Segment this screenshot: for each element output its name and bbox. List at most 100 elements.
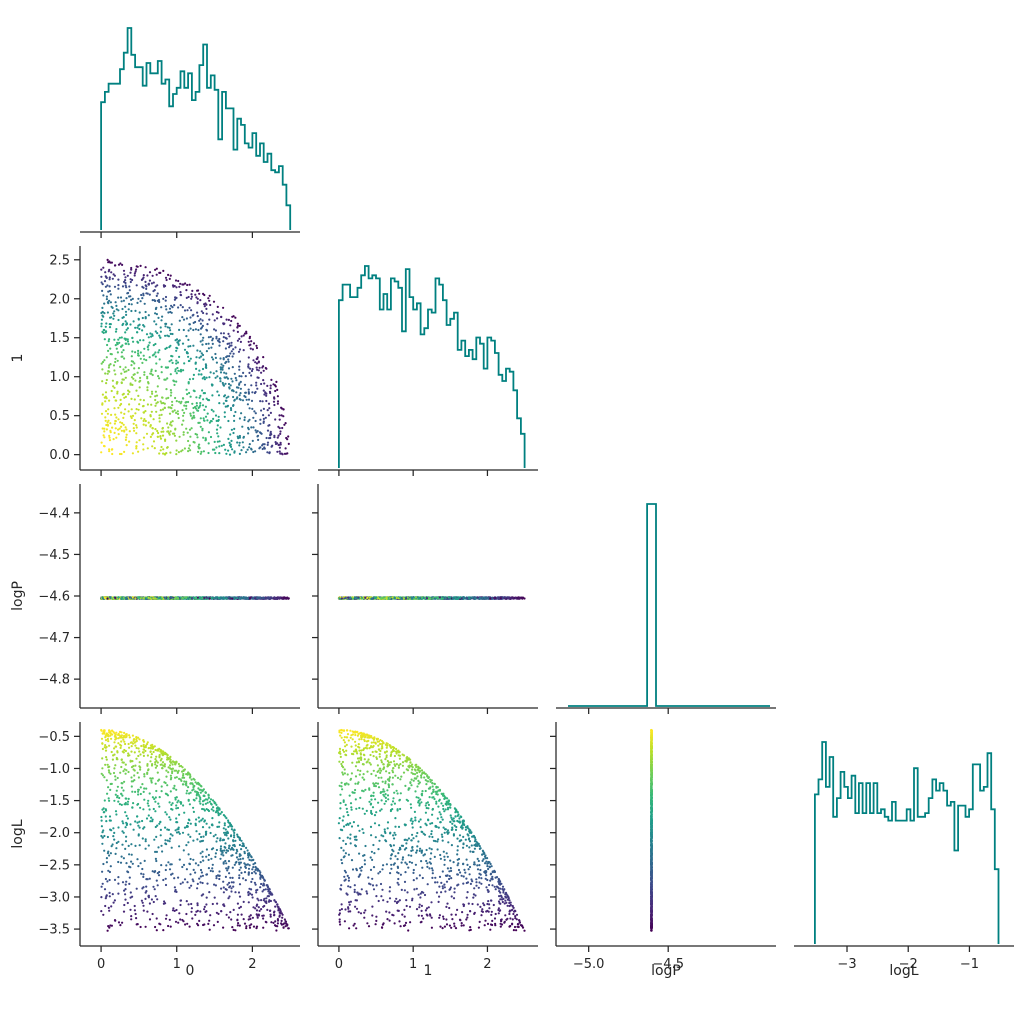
point-1-vs-0 bbox=[108, 436, 111, 439]
point-logL-vs-0 bbox=[190, 778, 193, 781]
point-1-vs-0 bbox=[200, 310, 203, 313]
point-1-vs-0 bbox=[247, 420, 250, 423]
point-logL-vs-0 bbox=[166, 756, 169, 759]
point-logL-vs-0 bbox=[151, 763, 154, 766]
point-1-vs-0 bbox=[227, 419, 230, 423]
point-1-vs-0 bbox=[120, 429, 123, 432]
point-1-vs-0 bbox=[153, 320, 156, 323]
point-logL-vs-0 bbox=[148, 918, 152, 921]
point-1-vs-0 bbox=[199, 425, 202, 428]
point-1-vs-0 bbox=[241, 425, 244, 428]
point-logP-vs-0 bbox=[201, 597, 204, 600]
point-logL-vs-0 bbox=[115, 789, 118, 792]
point-1-vs-0 bbox=[279, 432, 282, 435]
point-logL-vs-0 bbox=[177, 876, 180, 879]
point-logP-vs-1 bbox=[373, 596, 377, 600]
point-1-vs-0 bbox=[103, 396, 106, 399]
point-logL-vs-0 bbox=[255, 904, 258, 908]
point-1-vs-0 bbox=[168, 360, 171, 363]
point-1-vs-0 bbox=[250, 447, 253, 450]
point-1-vs-0 bbox=[104, 400, 107, 403]
point-1-vs-0 bbox=[151, 373, 154, 377]
point-logL-vs-0 bbox=[203, 908, 206, 911]
point-1-vs-0 bbox=[134, 379, 137, 382]
point-1-vs-0 bbox=[156, 299, 159, 302]
point-1-vs-0 bbox=[117, 318, 120, 322]
point-1-vs-0 bbox=[212, 372, 215, 375]
point-1-vs-0 bbox=[151, 299, 154, 302]
point-1-vs-0 bbox=[166, 422, 169, 425]
point-1-vs-0 bbox=[171, 404, 174, 407]
point-1-vs-0 bbox=[174, 370, 177, 373]
point-1-vs-0 bbox=[100, 281, 103, 284]
point-1-vs-0 bbox=[179, 368, 183, 371]
point-logL-vs-0 bbox=[274, 905, 277, 908]
point-logP-vs-1 bbox=[471, 596, 474, 599]
point-1-vs-0 bbox=[171, 332, 174, 336]
point-1-vs-0 bbox=[222, 340, 225, 343]
point-1-vs-0 bbox=[261, 366, 264, 369]
point-1-vs-0 bbox=[158, 414, 161, 417]
point-1-vs-0 bbox=[179, 402, 182, 405]
point-1-vs-0 bbox=[186, 283, 189, 287]
point-1-vs-0 bbox=[117, 278, 120, 281]
point-1-vs-0 bbox=[233, 398, 236, 401]
point-logL-vs-0 bbox=[258, 873, 262, 876]
point-1-vs-0 bbox=[143, 371, 146, 374]
point-1-vs-0 bbox=[145, 333, 149, 336]
point-1-vs-0 bbox=[148, 341, 151, 344]
point-logL-vs-0 bbox=[260, 882, 263, 886]
point-1-vs-0 bbox=[262, 414, 265, 417]
point-1-vs-0 bbox=[124, 395, 127, 398]
point-1-vs-0 bbox=[102, 331, 105, 334]
point-1-vs-0 bbox=[112, 438, 115, 441]
point-1-vs-0 bbox=[217, 415, 220, 418]
point-logL-vs-0 bbox=[147, 804, 150, 807]
point-1-vs-0 bbox=[203, 376, 206, 379]
point-1-vs-0 bbox=[114, 264, 117, 267]
point-logL-vs-0 bbox=[154, 763, 157, 766]
point-logL-vs-0 bbox=[242, 877, 245, 880]
point-1-vs-0 bbox=[151, 333, 154, 336]
point-1-vs-0 bbox=[226, 377, 230, 380]
point-logP-vs-0 bbox=[117, 596, 120, 599]
point-1-vs-0 bbox=[224, 382, 227, 385]
point-1-vs-0 bbox=[214, 451, 217, 455]
point-1-vs-0 bbox=[184, 282, 187, 285]
point-1-vs-0 bbox=[149, 395, 152, 398]
point-1-vs-0 bbox=[107, 419, 110, 422]
point-1-vs-0 bbox=[187, 329, 190, 332]
point-1-vs-0 bbox=[242, 436, 245, 439]
point-1-vs-0 bbox=[168, 307, 172, 310]
point-logL-vs-0 bbox=[159, 828, 162, 832]
point-logL-vs-0 bbox=[251, 916, 254, 919]
point-logL-vs-0 bbox=[216, 902, 219, 905]
point-1-vs-0 bbox=[178, 319, 181, 322]
point-1-vs-0 bbox=[117, 428, 120, 431]
point-logL-vs-0 bbox=[106, 880, 109, 883]
point-1-vs-0 bbox=[231, 380, 234, 383]
point-1-vs-0 bbox=[232, 329, 235, 332]
point-logL-vs-0 bbox=[155, 764, 159, 768]
point-1-vs-0 bbox=[107, 261, 110, 264]
point-1-vs-0 bbox=[277, 425, 280, 428]
point-logP-vs-1 bbox=[504, 596, 507, 599]
point-1-vs-0 bbox=[169, 329, 172, 332]
point-1-vs-0 bbox=[147, 348, 150, 351]
point-logL-vs-0 bbox=[280, 919, 283, 923]
point-1-vs-0 bbox=[114, 301, 117, 304]
point-logL-vs-0 bbox=[237, 858, 240, 861]
y-tick-label: 1.0 bbox=[49, 370, 70, 385]
point-1-vs-0 bbox=[185, 317, 188, 320]
point-1-vs-0 bbox=[131, 360, 135, 363]
point-1-vs-0 bbox=[205, 350, 208, 353]
point-1-vs-0 bbox=[155, 410, 158, 413]
point-1-vs-0 bbox=[208, 376, 211, 379]
point-1-vs-0 bbox=[106, 421, 109, 424]
point-1-vs-0 bbox=[108, 299, 111, 302]
point-1-vs-0 bbox=[283, 423, 286, 426]
point-logP-vs-1 bbox=[347, 596, 350, 599]
point-1-vs-0 bbox=[211, 394, 214, 397]
point-logL-vs-0 bbox=[105, 779, 108, 782]
point-1-vs-0 bbox=[158, 349, 161, 352]
